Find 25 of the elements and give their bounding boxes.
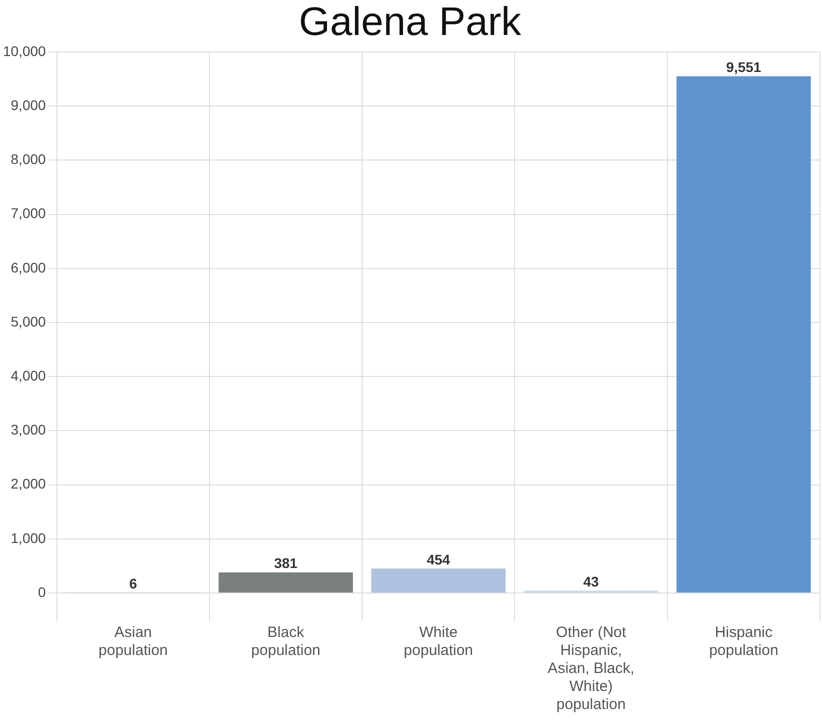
y-tick-label: 2,000	[10, 476, 46, 492]
data-label: 9,551	[726, 59, 762, 76]
y-tick-label: 10,000	[2, 42, 46, 59]
y-tick-label: 3,000	[10, 422, 46, 438]
x-tick-label: Asian population	[98, 624, 168, 660]
x-tick-label: Black population	[251, 624, 320, 660]
bar	[371, 568, 506, 592]
data-label: 381	[274, 555, 298, 572]
y-tick-label: 9,000	[10, 96, 46, 113]
data-label: 43	[583, 574, 600, 590]
x-tick-label: Other (Not Hispanic, Asian, Black, White) population	[548, 624, 634, 714]
x-tick-label: White population	[404, 624, 474, 660]
bar	[676, 76, 811, 592]
x-tick-label: Hispanic population	[709, 624, 778, 660]
y-tick-label: 1,000	[10, 530, 46, 546]
y-tick-label: 8,000	[10, 151, 46, 168]
y-tick-label: 0	[38, 584, 46, 600]
data-label: 454	[426, 551, 450, 568]
y-tick-label: 6,000	[10, 259, 46, 276]
y-tick-label: 5,000	[10, 313, 46, 330]
data-label: 6	[129, 576, 138, 592]
y-tick-label: 4,000	[10, 367, 46, 384]
chart-title: Galena Park	[298, 0, 522, 44]
y-tick-label: 7,000	[10, 205, 46, 222]
bar	[218, 572, 353, 592]
